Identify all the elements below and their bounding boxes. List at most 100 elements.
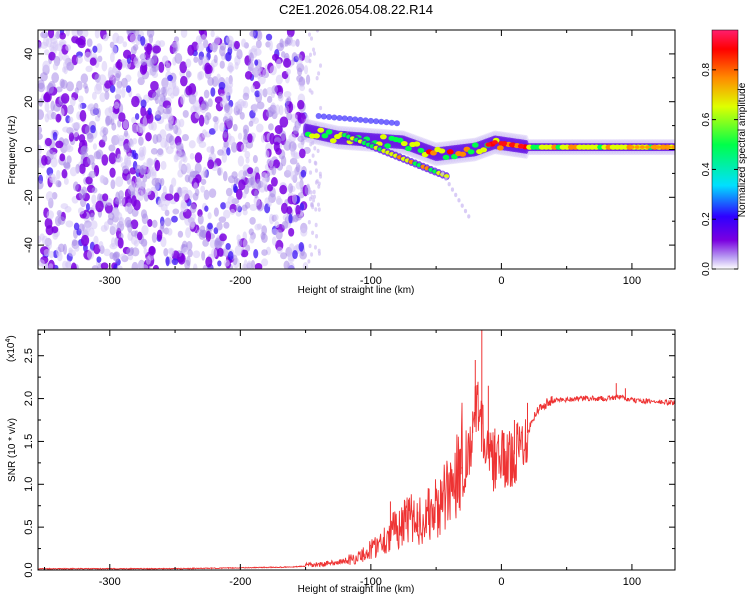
spectrogram-noise-cell (192, 250, 201, 259)
spectrogram-noise-cell (310, 252, 314, 257)
spectrogram-noise-cell (88, 170, 97, 179)
spectrogram-noise-cell (261, 171, 268, 181)
spectrogram-noise-cell (313, 146, 317, 151)
spectrogram-noise-cell (115, 134, 121, 145)
spectrogram-noise-cell (271, 165, 277, 176)
spectrogram-noise-cell (227, 175, 236, 184)
spectrogram-noise-cell (169, 184, 174, 191)
spectrogram-noise-cell (185, 58, 192, 68)
spectrogram-noise-cell (266, 95, 273, 103)
spectrogram-noise-cell (207, 159, 215, 170)
spectrogram-noise-cell (122, 49, 132, 59)
spectrogram-noise-cell (68, 247, 73, 254)
spectrogram-noise-cell (38, 82, 46, 93)
snr-y-label: SNR (10 * v/v) (7, 418, 18, 482)
spectrogram-noise-cell (249, 236, 255, 244)
spectrogram-noise-cell (200, 185, 206, 193)
carrier-core-cell (634, 145, 640, 149)
spectrogram-noise-cell (148, 65, 153, 76)
spectrogram-noise-cell (52, 131, 58, 141)
spectrogram-noise-cell (126, 173, 132, 185)
spectrogram-noise-cell (243, 128, 248, 138)
spectrogram-noise-cell (295, 162, 301, 173)
spectrogram-noise-cell (299, 148, 306, 159)
spectrogram-noise-cell (78, 134, 86, 143)
spectrogram-noise-cell (90, 220, 98, 230)
branch-body-cell (441, 171, 445, 176)
spectrogram-noise-cell (113, 101, 120, 110)
spectrogram-noise-cell (309, 190, 313, 195)
spectrogram-noise-cell (65, 44, 72, 51)
spectrogram-noise-cell (58, 243, 65, 253)
spectrogram-noise-cell (308, 58, 312, 64)
carrier-core-cell (317, 127, 325, 133)
spectrogram-noise-cell (108, 105, 114, 114)
spectrogram-noise-cell (63, 162, 71, 170)
spectrogram-noise-cell (193, 56, 199, 63)
spectrogram-noise-cell (184, 174, 191, 183)
spectrogram-noise-cell (312, 47, 316, 52)
spectrogram-noise-cell (130, 219, 139, 230)
spectrogram-noise-cell (80, 234, 90, 247)
spectrogram-noise-cell (202, 239, 209, 247)
spectrogram-noise-cell (305, 74, 311, 85)
spectrogram-noise-cell (298, 241, 305, 252)
spectrogram-noise-cell (47, 239, 53, 250)
spectrogram-noise-cell (308, 32, 312, 37)
spectrogram-noise-cell (285, 98, 290, 106)
spectrogram-noise-cell (165, 62, 171, 72)
snr-x-tick-label: -300 (99, 576, 121, 588)
spectrogram-noise-cell (254, 59, 259, 66)
spectrogram-noise-cell (290, 113, 299, 124)
spectrogram-noise-cell (53, 103, 61, 112)
spectrogram-noise-cell (297, 67, 303, 76)
branch-body-cell (457, 198, 461, 203)
spectrogram-y-tick-label: 20 (23, 96, 35, 108)
spectrogram-noise-cell (309, 170, 313, 175)
carrier-core-cell (459, 151, 467, 157)
spectrogram-noise-cell (130, 181, 136, 190)
spectrogram-noise-cell (160, 203, 168, 212)
spectrogram-noise-cell (73, 222, 80, 231)
spectrogram-noise-cell (130, 230, 138, 237)
carrier-core-cell (655, 145, 661, 149)
spectrogram-noise-cell (138, 30, 145, 38)
spectrogram-noise-cell (76, 55, 83, 64)
spectrogram-noise-cell (258, 88, 264, 97)
spectrogram-noise-cell (78, 103, 83, 111)
spectrogram-noise-cell (164, 209, 170, 217)
spectrogram-noise-cell (273, 141, 280, 153)
spectrogram-noise-cell (222, 247, 228, 256)
spectrogram-noise-cell (273, 137, 282, 144)
spectrogram-noise-cell (237, 155, 245, 167)
colorbar-tick-label: 0.6 (701, 112, 712, 126)
spectrogram-noise-cell (99, 92, 106, 103)
spectrogram-noise-cell (274, 125, 283, 135)
spectrogram-noise-cell (131, 247, 140, 257)
spectrogram-noise-cell (298, 76, 306, 87)
spectrogram-noise-cell (51, 176, 58, 184)
spectrogram-noise-cell (283, 260, 290, 269)
spectrogram-noise-cell (147, 219, 153, 227)
spectrogram-noise-cell (223, 209, 231, 219)
snr-scale-suffix: ) (6, 335, 17, 338)
branch-body-cell (447, 181, 451, 187)
spectrogram-noise-cell (201, 34, 207, 42)
spectrogram-noise-cell (208, 128, 216, 135)
spectrogram-noise-cell (198, 55, 203, 66)
spectrogram-noise-cell (52, 151, 57, 160)
spectrogram-noise-cell (84, 85, 89, 94)
spectrogram-noise-cell (42, 36, 50, 47)
spectrogram-noise-cell (207, 222, 213, 230)
spectrogram-noise-cell (235, 204, 241, 211)
spectrogram-noise-cell (173, 192, 180, 202)
carrier-core-cell (480, 147, 488, 153)
spectrogram-noise-cell (79, 110, 87, 122)
spectrogram-noise-cell (282, 58, 292, 68)
colorbar-gradient (711, 29, 739, 270)
spectrogram-noise-cell (201, 100, 209, 110)
colorbar-tick-label: 0.8 (701, 62, 712, 76)
spectrogram-noise-cell (194, 152, 203, 164)
spectrogram-noise-cell (74, 121, 81, 130)
spectrogram-noise-cell (307, 259, 311, 264)
